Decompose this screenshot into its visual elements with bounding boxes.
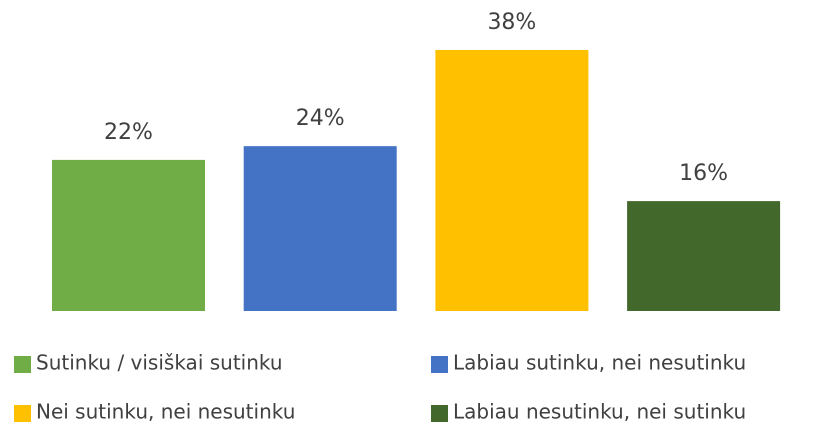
bar (435, 50, 589, 311)
legend-label: Labiau nesutinku, nei sutinku (453, 400, 746, 424)
legend-label: Sutinku / visiškai sutinku (36, 351, 283, 375)
data-label: 24% (296, 106, 345, 131)
legend-swatch (14, 356, 31, 373)
legend-label: Nei sutinku, nei nesutinku (36, 400, 295, 424)
legend-swatch (14, 405, 31, 422)
legend-swatch (431, 356, 448, 373)
legend-swatch (431, 405, 448, 422)
data-label: 16% (679, 161, 728, 186)
bar (627, 201, 781, 311)
bar (243, 146, 397, 311)
data-label: 38% (487, 10, 536, 35)
bar (52, 159, 205, 311)
data-label: 22% (104, 120, 153, 145)
legend-label: Labiau sutinku, nei nesutinku (453, 351, 746, 375)
